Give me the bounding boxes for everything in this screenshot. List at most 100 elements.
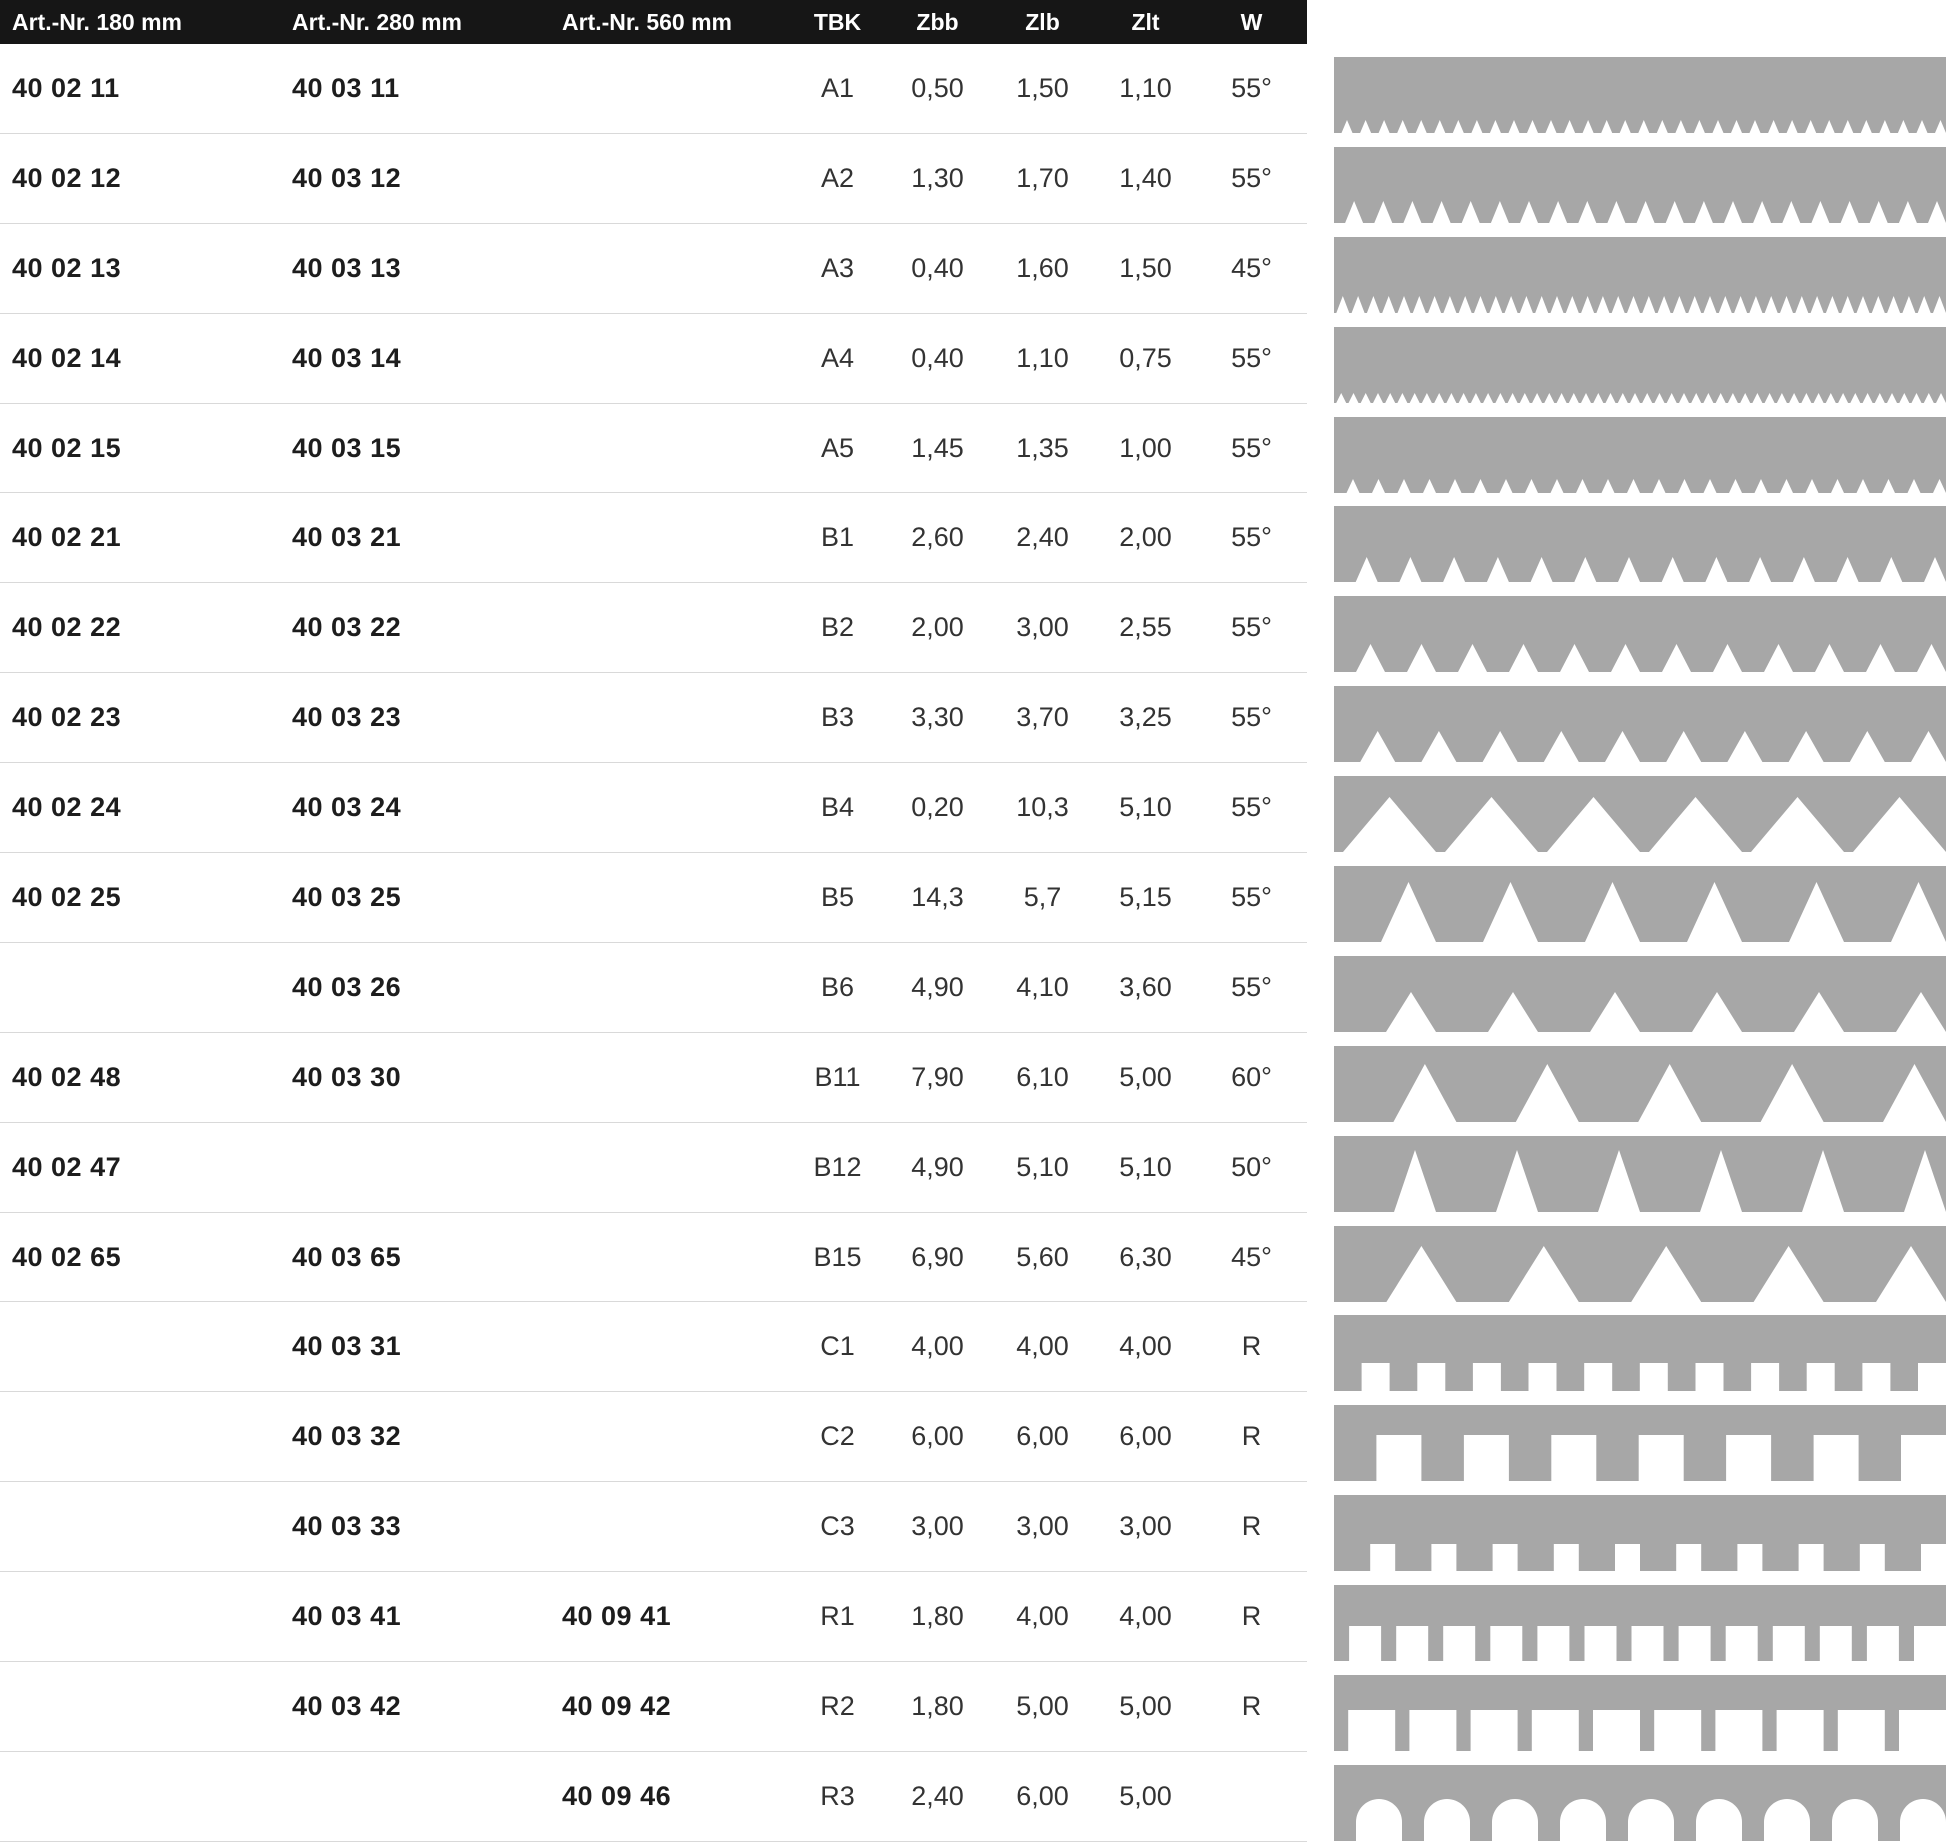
zlt-cell: 4,00: [1119, 1331, 1172, 1362]
table-row: 40 02 65 40 03 65 B15 6,90 5,60 6,30 45°: [0, 1213, 1946, 1303]
tooth-profile-cell: [1334, 493, 1946, 583]
zlt-cell: 1,00: [1119, 432, 1172, 463]
tbk-cell: B1: [820, 522, 855, 553]
w-cell: R: [1241, 1421, 1262, 1452]
table-row: 40 09 46 R3 2,40 6,00 5,00: [0, 1752, 1946, 1842]
profile-b5-image: [1334, 866, 1946, 943]
w-cell: 55°: [1231, 432, 1272, 463]
art-nr-180-cell: 40 02 14: [12, 342, 122, 373]
zlt-cell: 6,30: [1119, 1241, 1172, 1272]
table-row-cells: 40 02 21 40 03 21 B1 2,60 2,40 2,00 55°: [0, 493, 1307, 584]
tbk-cell: R2: [820, 1690, 855, 1721]
zbb-cell: 1,45: [911, 432, 964, 463]
zlb-cell: 3,00: [1016, 612, 1069, 643]
zlt-cell: 5,10: [1119, 1151, 1172, 1182]
art-nr-560-cell: 40 09 42: [562, 1690, 672, 1721]
zlb-cell: 3,70: [1016, 702, 1069, 733]
table-row-cells: 40 02 12 40 03 12 A2 1,30 1,70 1,40 55°: [0, 134, 1307, 224]
table-row-cells: 40 02 14 40 03 14 A4 0,40 1,10 0,75 55°: [0, 314, 1307, 404]
art-nr-560-cell: 40 09 46: [562, 1780, 672, 1811]
zbb-cell: 1,30: [911, 162, 964, 193]
table-row: 40 02 12 40 03 12 A2 1,30 1,70 1,40 55°: [0, 134, 1946, 224]
art-nr-280-cell: 40 03 12: [292, 162, 402, 193]
tooth-profile-cell: [1334, 583, 1946, 673]
tooth-profile-cell: [1334, 1213, 1946, 1303]
table-row-cells: 40 03 33 C3 3,00 3,00 3,00 R: [0, 1482, 1307, 1573]
zlt-cell: 4,00: [1119, 1601, 1172, 1632]
art-nr-280-cell: 40 03 14: [292, 342, 402, 373]
zlt-cell: 1,10: [1119, 72, 1172, 103]
art-nr-280-cell: 40 03 22: [292, 612, 402, 643]
zbb-cell: 7,90: [911, 1061, 964, 1092]
profile-a4-image: [1334, 326, 1946, 403]
zlb-cell: 4,00: [1016, 1601, 1069, 1632]
column-header-zlt: Zlt: [1131, 8, 1160, 35]
zbb-cell: 4,00: [911, 1331, 964, 1362]
tooth-profile-cell: [1334, 1662, 1946, 1752]
art-nr-180-cell: 40 02 13: [12, 252, 122, 283]
zlt-cell: 5,00: [1119, 1061, 1172, 1092]
table-row: 40 02 24 40 03 24 B4 0,20 10,3 5,10 55°: [0, 763, 1946, 854]
tooth-profile-cell: [1334, 1572, 1946, 1662]
art-nr-280-cell: 40 03 31: [292, 1331, 402, 1362]
tbk-cell: A1: [820, 72, 855, 103]
profile-b11-image: [1334, 1045, 1946, 1122]
profile-b1-image: [1334, 506, 1946, 583]
table-row: 40 02 13 40 03 13 A3 0,40 1,60 1,50 45°: [0, 224, 1946, 314]
art-nr-280-cell: 40 03 42: [292, 1690, 402, 1721]
art-nr-280-cell: 40 03 23: [292, 702, 402, 733]
zlt-cell: 2,55: [1119, 612, 1172, 643]
table-header-bar: Art.-Nr. 180 mm Art.-Nr. 280 mm Art.-Nr. 5…: [0, 0, 1307, 44]
zlb-cell: 5,60: [1016, 1241, 1069, 1272]
art-nr-280-cell: 40 03 41: [292, 1601, 402, 1632]
zlb-cell: 6,00: [1016, 1421, 1069, 1452]
zbb-cell: 6,00: [911, 1421, 964, 1452]
zlb-cell: 5,10: [1016, 1151, 1069, 1182]
zlt-cell: 5,10: [1119, 792, 1172, 823]
table-row: 40 02 25 40 03 25 B5 14,3 5,7 5,15 55°: [0, 853, 1946, 943]
zlb-cell: 5,00: [1016, 1690, 1069, 1721]
zbb-cell: 2,00: [911, 612, 964, 643]
zbb-cell: 1,80: [911, 1601, 964, 1632]
zlt-cell: 3,60: [1119, 971, 1172, 1002]
art-nr-280-cell: 40 03 24: [292, 792, 402, 823]
art-nr-180-cell: 40 02 25: [12, 881, 122, 912]
zlb-cell: 6,00: [1016, 1780, 1069, 1811]
table-row-cells: 40 02 48 40 03 30 B11 7,90 6,10 5,00 60°: [0, 1033, 1307, 1123]
tbk-cell: A2: [820, 162, 855, 193]
art-nr-180-cell: 40 02 11: [12, 72, 120, 103]
tbk-cell: B12: [813, 1151, 862, 1182]
zlb-cell: 4,00: [1016, 1331, 1069, 1362]
column-header-art280: Art.-Nr. 280 mm: [292, 8, 463, 35]
zbb-cell: 1,80: [911, 1690, 964, 1721]
table-row: 40 03 31 C1 4,00 4,00 4,00 R: [0, 1302, 1946, 1393]
tooth-profile-cell: [1334, 134, 1946, 224]
table-row: 40 03 33 C3 3,00 3,00 3,00 R: [0, 1482, 1946, 1573]
art-nr-280-cell: 40 03 13: [292, 252, 402, 283]
table-row: 40 02 15 40 03 15 A5 1,45 1,35 1,00 55°: [0, 404, 1946, 494]
column-header-zlb: Zlb: [1025, 8, 1060, 35]
tbk-cell: B5: [820, 881, 855, 912]
w-cell: 55°: [1231, 342, 1272, 373]
profile-b15-image: [1334, 1225, 1946, 1302]
tbk-cell: C2: [820, 1421, 855, 1452]
table-header: Art.-Nr. 180 mm Art.-Nr. 280 mm Art.-Nr. 5…: [0, 0, 1946, 44]
table-row-cells: 40 02 24 40 03 24 B4 0,20 10,3 5,10 55°: [0, 763, 1307, 854]
tooth-profile-cell: [1334, 314, 1946, 404]
w-cell: 55°: [1231, 702, 1272, 733]
tooth-profile-cell: [1334, 224, 1946, 314]
table-row: 40 02 21 40 03 21 B1 2,60 2,40 2,00 55°: [0, 493, 1946, 584]
zbb-cell: 3,00: [911, 1511, 964, 1542]
w-cell: 55°: [1231, 612, 1272, 643]
zbb-cell: 2,40: [911, 1780, 964, 1811]
zlb-cell: 5,7: [1023, 881, 1062, 912]
zlt-cell: 5,00: [1119, 1780, 1172, 1811]
art-nr-180-cell: 40 02 24: [12, 792, 122, 823]
table-row: 40 02 22 40 03 22 B2 2,00 3,00 2,55 55°: [0, 583, 1946, 674]
zlb-cell: 1,70: [1016, 162, 1069, 193]
zbb-cell: 0,50: [911, 72, 964, 103]
profile-a2-image: [1334, 146, 1946, 223]
zbb-cell: 6,90: [911, 1241, 964, 1272]
table-row: 40 02 11 40 03 11 A1 0,50 1,50 1,10 55°: [0, 44, 1946, 134]
profile-a3-image: [1334, 236, 1946, 313]
